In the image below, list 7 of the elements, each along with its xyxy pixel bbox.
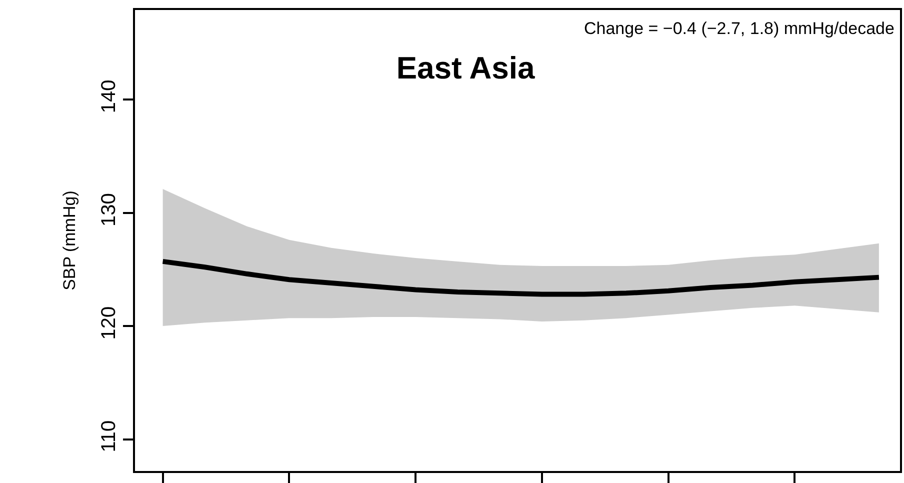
- y-tick-label: 130: [98, 193, 120, 226]
- text: East Asia: [396, 50, 536, 86]
- y-tick-label: 120: [98, 306, 120, 340]
- y-axis-title: SBP (mmHg): [60, 190, 80, 290]
- y-tick-label: 140: [98, 80, 120, 114]
- y-tick-label: 110: [98, 420, 120, 452]
- annotation: Change = −0.4 (−2.7, 1.8) mmHg/decade: [584, 19, 894, 38]
